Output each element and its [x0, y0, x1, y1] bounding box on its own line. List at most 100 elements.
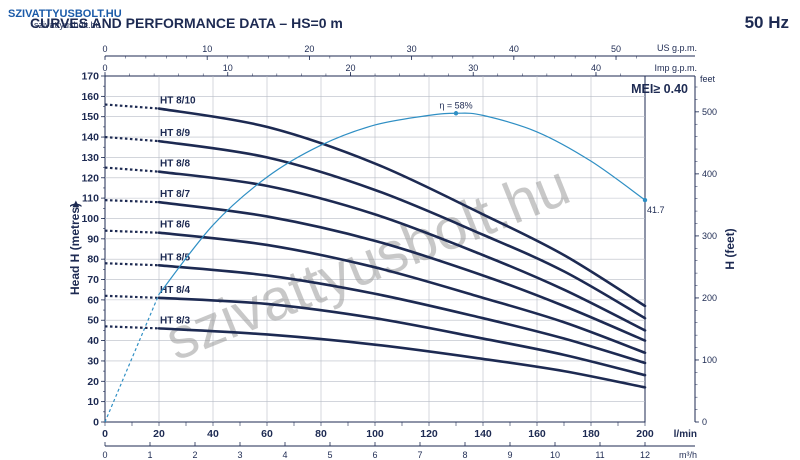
head-curve-ht-8-10 [157, 107, 647, 308]
efficiency-end-label: 41.7 [647, 205, 665, 215]
y-tick-label: 40 [87, 335, 99, 347]
y-ticks: 0 10 20 30 40 50 60 70 80 90 100 110 120 130 140 150 160… [81, 71, 105, 429]
us-gpm-tick-label: 10 [202, 44, 212, 54]
efficiency-max-label: η = 58% [439, 100, 472, 110]
head-curves: HT 8/10 HT 8/9 HT 8/8 HT 8/7 HT 8/6 HT 8/5 HT … [104, 96, 647, 389]
x-tick-label: 200 [636, 428, 654, 440]
mei-label: MEI≥ 0.40 [631, 82, 688, 96]
m3h-tick-label: 9 [507, 450, 512, 460]
x-tick-label: 0 [102, 428, 108, 440]
y-tick-label: 80 [87, 254, 99, 266]
head-curve-dashed-ht-8-4 [104, 294, 160, 299]
head-curve-ht-8-3 [157, 327, 647, 389]
head-curve-ht-8-8 [157, 170, 647, 332]
head-curve-ht-8-6 [157, 231, 647, 355]
y-tick-label: 160 [81, 91, 99, 103]
x-tick-label: 140 [474, 428, 492, 440]
efficiency-end-point [642, 197, 648, 203]
y-tick-label: 110 [82, 193, 99, 205]
x-tick-label: 80 [315, 428, 327, 440]
y-tick-label: 100 [81, 213, 99, 225]
top-flow-scales: US g.p.m. Imp g.p.m. 0 10 20 30 40 50 0 10 20 30 4… [102, 43, 697, 77]
y-tick-label: 50 [87, 315, 99, 327]
feet-tick-label: 200 [702, 293, 717, 303]
x-tick-label: 100 [366, 428, 384, 440]
frequency-label: 50 Hz [745, 13, 789, 32]
us-gpm-tick-label: 30 [407, 44, 417, 54]
us-gpm-tick-label: 0 [102, 44, 107, 54]
m3h-tick-label: 8 [462, 450, 467, 460]
efficiency-curve-line [158, 112, 646, 295]
efficiency-max-point [453, 111, 459, 116]
y-tick-label: 70 [87, 274, 99, 286]
us-gpm-tick-label: 40 [509, 44, 519, 54]
x-tick-label: 60 [261, 428, 273, 440]
y-tick-label: 90 [87, 233, 99, 245]
feet-tick-label: 400 [702, 169, 717, 179]
efficiency-curve: η = 58% 41.7 [104, 100, 665, 423]
chart-title: CURVES AND PERFORMANCE DATA – HS=0 m [30, 15, 343, 31]
imp-gpm-tick-label: 20 [345, 63, 355, 73]
series-label-ht-8-9: HT 8/9 [160, 128, 190, 139]
y-right-axis-label: H (feet) [723, 228, 737, 269]
m3h-tick-label: 1 [147, 450, 152, 460]
imp-gpm-tick-label: 0 [102, 63, 107, 73]
head-curve-dashed-ht-8-7 [104, 199, 160, 204]
feet-ticks: 0 100 200 300 400 500 [695, 86, 717, 427]
x-unit-lmin: l/min [674, 429, 697, 440]
feet-tick-label: 0 [702, 417, 707, 427]
logo-url: szivattyusbolt.hu [34, 20, 101, 30]
m3h-tick-label: 0 [102, 450, 107, 460]
us-gpm-tick-label: 50 [611, 44, 621, 54]
y-tick-label: 60 [87, 294, 99, 306]
head-curve-dashed-ht-8-10 [104, 103, 160, 110]
y-tick-label: 150 [81, 111, 99, 123]
feet-tick-label: 500 [702, 107, 717, 117]
us-gpm-unit: US g.p.m. [657, 43, 697, 53]
y-tick-label: 0 [93, 417, 99, 429]
head-curve-dashed-ht-8-5 [104, 262, 160, 267]
m3h-tick-label: 5 [327, 450, 332, 460]
series-label-ht-8-10: HT 8/10 [160, 96, 196, 107]
y-axis-arrow: ▸ [68, 200, 82, 208]
x-tick-label: 120 [420, 428, 438, 440]
y-tick-label: 10 [87, 396, 99, 408]
efficiency-curve-dashed [104, 294, 160, 423]
series-label-ht-8-7: HT 8/7 [160, 189, 190, 200]
y-tick-label: 120 [81, 172, 99, 184]
head-curve-dashed-ht-8-6 [104, 229, 160, 234]
head-curve-dashed-ht-8-8 [104, 166, 160, 173]
head-curve-ht-8-9 [157, 139, 647, 320]
imp-gpm-tick-label: 40 [591, 63, 601, 73]
m3h-tick-label: 11 [595, 450, 604, 460]
feet-tick-label: 100 [702, 355, 717, 365]
x-tick-label: 40 [207, 428, 219, 440]
imp-gpm-tick-label: 30 [468, 63, 478, 73]
head-curve-dashed-ht-8-3 [104, 325, 160, 330]
series-label-ht-8-6: HT 8/6 [160, 220, 190, 231]
m3h-tick-label: 6 [372, 450, 377, 460]
m3h-tick-label: 2 [192, 450, 197, 460]
imp-gpm-tick-label: 10 [223, 63, 233, 73]
head-curve-ht-8-4 [157, 296, 647, 377]
x-tick-label: 180 [582, 428, 600, 440]
feet-unit: feet [700, 74, 716, 84]
y-tick-label: 130 [81, 152, 99, 164]
x-unit-m3h: m³/h [679, 450, 697, 460]
m3h-tick-label: 12 [640, 450, 650, 460]
feet-tick-label: 300 [702, 231, 717, 241]
watermark: szivattyusbolt.hu [157, 152, 579, 373]
series-label-ht-8-3: HT 8/3 [160, 315, 190, 326]
m3h-tick-label: 10 [550, 450, 560, 460]
x-tick-label: 160 [528, 428, 546, 440]
series-label-ht-8-8: HT 8/8 [160, 159, 190, 170]
y-tick-label: 170 [81, 71, 99, 83]
m3h-tick-label: 7 [417, 450, 422, 460]
series-label-ht-8-4: HT 8/4 [160, 285, 190, 296]
y-tick-label: 20 [87, 376, 99, 388]
x-tick-label: 20 [153, 428, 165, 440]
y-axis-label: Head H (metres) [68, 203, 82, 295]
grid [105, 76, 645, 422]
